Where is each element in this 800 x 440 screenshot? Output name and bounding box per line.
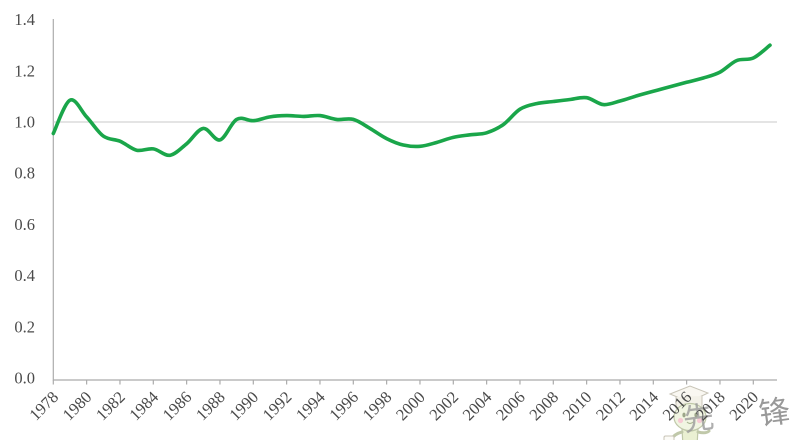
x-tick-label: 1978 — [25, 387, 62, 424]
x-tick-label: 2004 — [459, 387, 496, 424]
x-tick-label: 1980 — [59, 387, 96, 424]
watermark-mascot-icon — [663, 385, 711, 440]
x-tick-label: 1988 — [192, 387, 229, 424]
x-tick-label: 1984 — [125, 387, 162, 424]
x-tick-label: 1982 — [92, 387, 129, 424]
watermark-end-char: 锋 — [757, 393, 793, 432]
x-tick-label: 2000 — [392, 387, 429, 424]
x-tick-label: 1996 — [325, 387, 362, 424]
mascot-cheek-left — [677, 417, 684, 424]
watermark: 先 锋 — [663, 385, 793, 440]
x-tick-label: 1994 — [292, 387, 329, 424]
mascot-mouth — [686, 421, 694, 425]
mascot-cheek-right — [696, 417, 703, 424]
y-tick-label: 0.8 — [14, 164, 35, 183]
mascot-eye-right — [694, 412, 698, 418]
x-tick-label: 2006 — [492, 387, 529, 424]
x-tick-label: 2014 — [625, 387, 662, 424]
y-tick-label: 1.4 — [14, 10, 35, 29]
y-tick-label: 1.0 — [14, 113, 35, 132]
y-tick-label: 0.4 — [14, 266, 35, 285]
x-tick-label: 2020 — [725, 387, 762, 424]
x-tick-label: 2010 — [559, 387, 596, 424]
x-tick-label: 1992 — [259, 387, 296, 424]
x-tick-label: 1986 — [159, 387, 196, 424]
axis-labels: 0.0 0.2 0.4 0.6 0.8 1.0 1.2 1.4 1978198019821984… — [14, 10, 762, 424]
x-tick-label: 1990 — [225, 387, 262, 424]
x-tick-label: 2008 — [525, 387, 562, 424]
y-tick-label: 0.2 — [14, 317, 35, 336]
mascot-arm-right — [696, 429, 711, 435]
axes — [52, 19, 777, 385]
y-tick-label: 0.6 — [14, 215, 35, 234]
x-tick-label: 1998 — [359, 387, 396, 424]
mascot-sign — [663, 435, 675, 440]
x-tick-label: 2002 — [425, 387, 462, 424]
y-tick-label: 1.2 — [14, 61, 35, 80]
mascot-body — [681, 427, 699, 440]
watermark-partial-char: 先 — [681, 399, 717, 438]
x-tick-label: 2012 — [592, 387, 629, 424]
y-tick-label: 0.0 — [14, 369, 35, 388]
mascot-eye-left — [682, 412, 686, 418]
trend-line-path — [51, 43, 772, 158]
data-series — [51, 43, 772, 158]
